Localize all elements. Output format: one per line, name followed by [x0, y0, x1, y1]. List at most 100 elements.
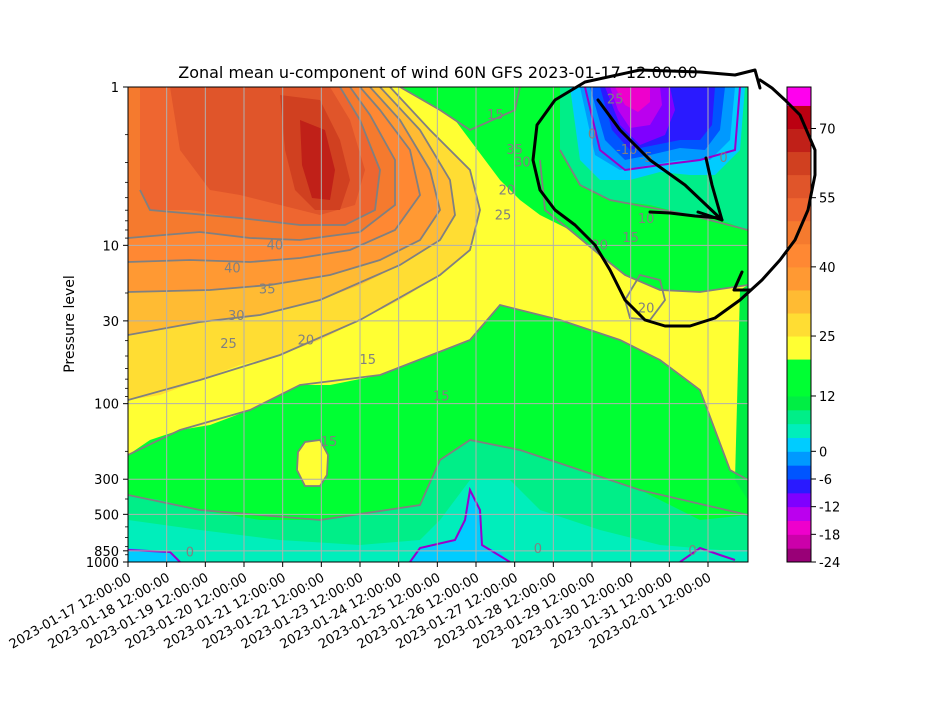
contour-label: 15: [622, 231, 639, 246]
y-tick-label: 30: [102, 315, 119, 330]
chart-title: Zonal mean u-component of wind 60N GFS 2…: [178, 63, 698, 82]
colorbar-segment: [787, 548, 811, 563]
contour-label: 20: [638, 301, 655, 316]
colorbar-segment: [787, 423, 811, 438]
contour-fill: [128, 87, 748, 562]
contour-label: -10: [616, 143, 637, 158]
contour-label: 15: [359, 353, 376, 368]
annotation-arrowhead-right: [732, 270, 752, 292]
y-tick-label: 300: [94, 473, 119, 488]
contour-label: 15: [487, 108, 504, 123]
zero-contour-line: [679, 546, 736, 562]
contour-label: 15: [321, 435, 338, 450]
colorbar-tick-label: 40: [819, 261, 836, 276]
contour-line: [559, 149, 748, 231]
colorbar-tick-label: 0: [819, 445, 827, 460]
field-right-edge-green: [735, 285, 748, 500]
colorbar-segment: [787, 451, 811, 466]
zero-contours: [128, 87, 741, 562]
contour-line: [539, 159, 748, 293]
contour-line: [128, 303, 748, 481]
annotation-arrow-diagonal: [596, 98, 724, 222]
contour-label: 30: [228, 309, 245, 324]
annotation-arrow-horizontal: [648, 210, 722, 220]
contour-label: 20: [499, 183, 516, 198]
field-band-65: [300, 120, 335, 200]
colorbar-segment: [787, 151, 811, 176]
contour-line: [128, 87, 441, 293]
y-tick-label: 850: [94, 545, 119, 560]
colorbar-tick-label: 12: [819, 390, 836, 405]
contour-label: 15: [433, 389, 450, 404]
contour-label: 0: [688, 544, 696, 559]
colorbar-segment: [787, 105, 811, 130]
colorbar-segment: [787, 243, 811, 268]
contour-label: 35: [506, 143, 523, 158]
colorbar-segment: [787, 465, 811, 480]
contour-line: [139, 87, 381, 226]
colorbar-segment: [787, 534, 811, 549]
y-tick-label: 500: [94, 508, 119, 523]
plot-frame: [127, 86, 749, 563]
contour-line: [128, 87, 456, 336]
y-tick-label: 100: [94, 398, 119, 413]
colorbar-segment: [787, 506, 811, 521]
zero-contour-line: [409, 486, 511, 562]
colorbar-segment: [787, 395, 811, 411]
contour-label: 25: [220, 337, 237, 352]
field-band-neg15: [615, 87, 650, 112]
contour-line: [128, 439, 748, 521]
colorbar-segment: [787, 359, 811, 397]
contour-label: 10: [638, 212, 655, 227]
colorbar-tick-label: -12: [819, 501, 840, 516]
colorbar-tick-label: 70: [819, 123, 836, 138]
colorbar-segment: [787, 266, 811, 291]
contour-label: 25: [607, 93, 624, 108]
contour-label: 40: [224, 261, 241, 276]
colorbar-tick-label: -6: [819, 473, 832, 488]
colorbar-tick-label: 55: [819, 192, 836, 207]
y-tick-label: 10: [102, 239, 119, 254]
contour-label: 0: [719, 151, 727, 166]
contour-label: 0: [588, 128, 596, 143]
colorbar-segment: [787, 492, 811, 508]
contour-line: [296, 439, 329, 487]
y-tick-label: 1000: [86, 556, 119, 571]
colorbar-segment: [787, 312, 811, 337]
zero-contour-line: [584, 87, 741, 172]
colorbar-tick-label: -24: [819, 556, 840, 571]
colorbar-segment: [787, 128, 811, 153]
colorbar-segment: [787, 289, 811, 314]
contour-label: 30: [514, 156, 531, 171]
colorbar-segment: [787, 478, 811, 494]
contour-label: 20: [591, 238, 608, 253]
colorbar-segment: [787, 409, 811, 425]
contour-line: [128, 87, 421, 263]
hand-drawn-annotation: [531, 68, 817, 328]
contour-line: [128, 87, 481, 401]
colorbar-frame: [786, 86, 812, 563]
y-tick-label: 1: [111, 81, 119, 96]
contour-label: 20: [298, 334, 315, 349]
contour-label: 0: [186, 545, 194, 560]
contour-label: 0: [534, 542, 542, 557]
colorbar-tick-label: -18: [819, 528, 840, 543]
colorbar-segment: [787, 520, 811, 535]
annotation-loop: [531, 68, 817, 328]
colorbar-tick-label: 25: [819, 330, 836, 345]
field-yellow-blob: [297, 440, 328, 486]
colorbar-segment: [787, 174, 811, 199]
colorbar-segment: [787, 437, 811, 452]
colorbar-segment: [787, 87, 811, 106]
field-top-green: [400, 87, 520, 130]
contour-label: 40: [267, 238, 284, 253]
y-axis-label: Pressure level: [62, 275, 78, 373]
contour-line: [399, 87, 521, 132]
colorbar-segment: [787, 336, 811, 360]
contour-line: [624, 273, 666, 321]
